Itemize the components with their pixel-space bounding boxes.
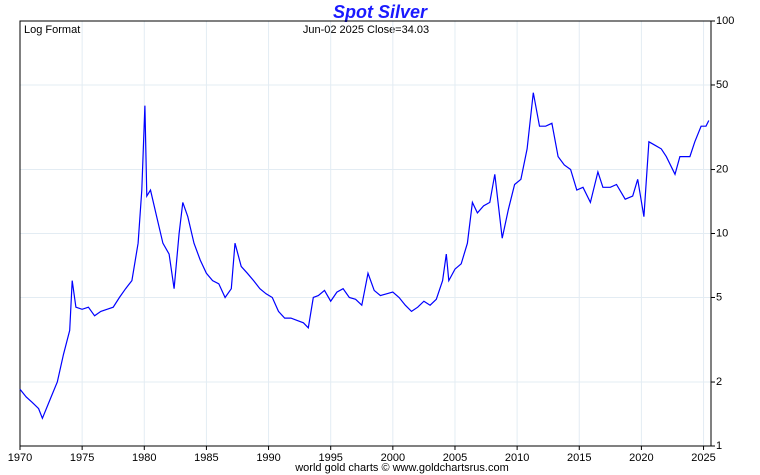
y-tick-label: 100 (716, 15, 734, 27)
x-tick-label: 1990 (256, 452, 280, 464)
footer: world gold charts © www.goldchartsrus.co… (294, 462, 509, 474)
annotation: Jun-02 2025 Close=34.03 (303, 24, 429, 36)
plot-frame (19, 20, 712, 447)
x-tick-label: 2005 (443, 452, 467, 464)
x-tick-label: 1975 (70, 452, 94, 464)
y-tick-label: 2 (716, 376, 722, 388)
y-tick-label: 1 (716, 440, 722, 452)
chart-title: Spot Silver (333, 2, 428, 22)
x-tick-label: 2025 (691, 452, 715, 464)
x-tick-label: 2010 (505, 452, 529, 464)
y-tick-label: 10 (716, 227, 728, 239)
x-tick-label: 1985 (194, 452, 218, 464)
x-tick-label: 2020 (629, 452, 653, 464)
x-tick-label: 1980 (132, 452, 156, 464)
y-tick-label: 50 (716, 79, 728, 91)
annotation: Log Format (24, 24, 80, 36)
x-tick-label: 1995 (318, 452, 342, 464)
y-tick-label: 5 (716, 291, 722, 303)
x-tick-label: 1970 (8, 452, 32, 464)
y-tick-label: 20 (716, 163, 728, 175)
price-line (19, 92, 710, 420)
x-tick-label: 2000 (381, 452, 405, 464)
x-tick-label: 2015 (567, 452, 591, 464)
